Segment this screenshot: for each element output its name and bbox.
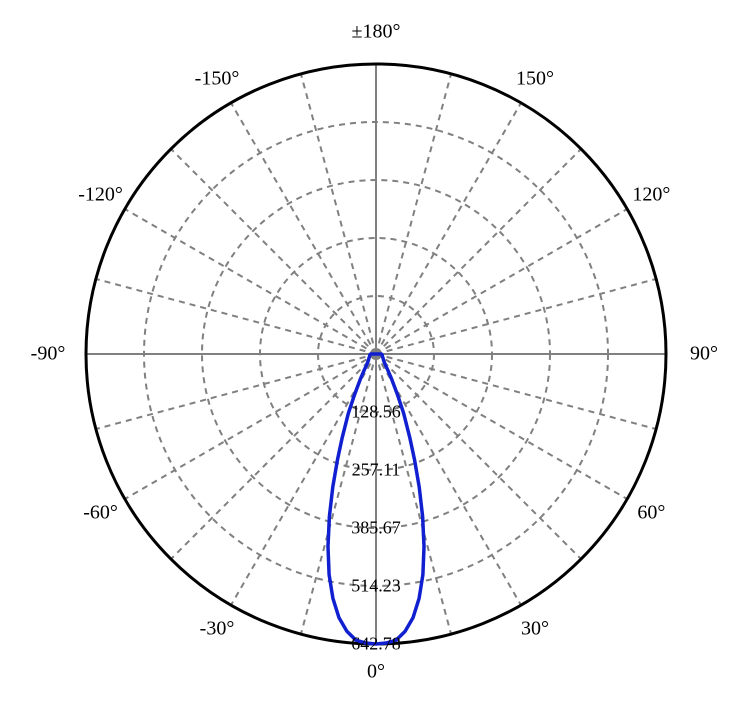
angle-label: 60° xyxy=(637,502,665,525)
angle-label: 0° xyxy=(367,661,385,684)
grid-spoke xyxy=(231,103,376,354)
grid-spoke xyxy=(171,354,376,559)
grid-spoke xyxy=(171,149,376,354)
grid-spoke xyxy=(376,354,627,499)
angle-label: -90° xyxy=(31,343,66,366)
angle-label: 150° xyxy=(516,67,554,90)
grid-spoke xyxy=(125,354,376,499)
grid-spoke xyxy=(96,354,376,429)
grid-spoke xyxy=(301,74,376,354)
polar-svg xyxy=(0,0,753,708)
grid-spoke xyxy=(376,209,627,354)
angle-label: -60° xyxy=(83,502,118,525)
radial-label: 385.67 xyxy=(351,518,401,539)
grid-spoke xyxy=(376,103,521,354)
grid-spoke xyxy=(376,354,656,429)
polar-chart: ±180° 150° 120° 90° 60° 30° 0° -30° -60° -90° -120… xyxy=(0,0,753,708)
grid-spoke xyxy=(376,279,656,354)
grid-spoke xyxy=(96,279,376,354)
grid-spoke xyxy=(376,354,581,559)
grid-spoke xyxy=(376,74,451,354)
angle-label: -150° xyxy=(195,67,240,90)
radial-label: 128.56 xyxy=(351,402,401,423)
angle-label: -120° xyxy=(78,184,123,207)
grid-spoke xyxy=(376,149,581,354)
radial-label: 642.78 xyxy=(351,634,401,655)
grid-spoke xyxy=(125,209,376,354)
angle-label: 90° xyxy=(690,343,718,366)
radial-label: 514.23 xyxy=(351,576,401,597)
angle-label: -30° xyxy=(200,618,235,641)
angle-label: 30° xyxy=(521,618,549,641)
radial-label: 257.11 xyxy=(352,460,401,481)
angle-label: 120° xyxy=(632,184,670,207)
angle-label: ±180° xyxy=(352,21,401,44)
